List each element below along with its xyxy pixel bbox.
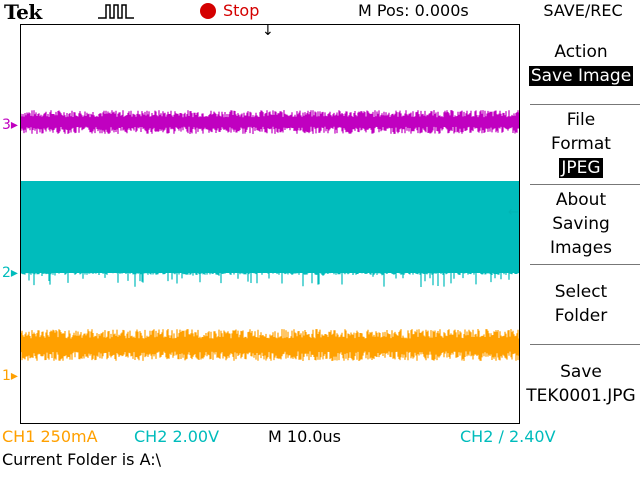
run-state-label: Stop: [223, 1, 260, 20]
file-format-option[interactable]: File Format JPEG: [522, 108, 640, 180]
menu-title: SAVE/REC: [543, 1, 623, 20]
ch2-trace: [21, 181, 519, 273]
file-format-value: JPEG: [559, 158, 603, 178]
channel-status-bar: CH1 250mA CH2 2.00V M 10.0us CH2 ∕ 2.40V: [0, 426, 640, 448]
file-format-label-1: File: [566, 110, 596, 130]
trigger-readout: CH2 ∕ 2.40V: [460, 427, 556, 446]
select-folder-line-2: Folder: [554, 306, 608, 326]
ch1-ground-marker: 1▸: [2, 368, 18, 384]
pulse-icon: [98, 4, 134, 19]
waveform-traces: [21, 110, 519, 361]
about-line-3: Images: [549, 238, 613, 258]
menu-divider: [530, 104, 640, 105]
save-file-option[interactable]: Save TEK0001.JPG: [522, 360, 640, 408]
traces-group: [21, 110, 519, 361]
action-label: Action: [554, 42, 608, 62]
status-header: Tek Stop M Pos: 0.000s SAVE/REC: [0, 0, 640, 24]
timebase-readout: M 10.0us: [268, 427, 341, 446]
action-option[interactable]: Action Save Image: [522, 40, 640, 88]
save-filename: TEK0001.JPG: [526, 386, 636, 406]
side-menu: Action Save Image File Format JPEG About…: [522, 24, 640, 424]
current-folder-readout: Current Folder is A:\: [2, 450, 162, 469]
trigger-level-marker: ←: [508, 205, 519, 220]
ch2-scale-readout: CH2 2.00V: [134, 427, 220, 446]
save-line-1: Save: [560, 362, 602, 382]
horizontal-position-readout: M Pos: 0.000s: [358, 1, 469, 20]
menu-divider: [530, 264, 640, 265]
file-format-label-2: Format: [551, 134, 611, 154]
brand-logo: Tek: [4, 0, 42, 24]
ch2-ground-marker: 2▸: [2, 265, 18, 281]
menu-divider: [530, 344, 640, 345]
trigger-position-marker: ↓: [262, 23, 274, 39]
ch1-scale-readout: CH1 250mA: [2, 427, 98, 446]
about-line-2: Saving: [552, 214, 610, 234]
about-saving-images-option[interactable]: About Saving Images: [522, 188, 640, 260]
about-line-1: About: [555, 190, 607, 210]
stop-dot-icon: [200, 3, 216, 19]
action-value: Save Image: [528, 66, 634, 86]
ch3-ground-marker: 3▸: [2, 117, 18, 133]
menu-divider: [530, 184, 640, 185]
ch2-trace-noise: [21, 263, 519, 287]
waveform-display: [20, 24, 520, 424]
ch1-trace: [21, 329, 519, 361]
select-folder-line-1: Select: [554, 282, 608, 302]
select-folder-option[interactable]: Select Folder: [522, 280, 640, 328]
ch3-trace: [21, 110, 519, 134]
